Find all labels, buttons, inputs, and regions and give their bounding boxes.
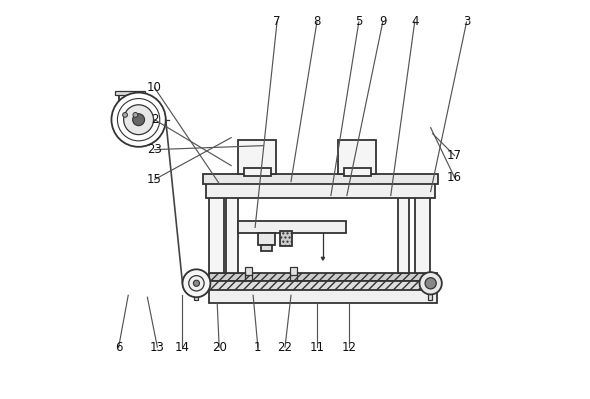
Text: 5: 5 <box>355 16 362 28</box>
Bar <box>238 221 346 233</box>
Text: 16: 16 <box>447 171 462 184</box>
Bar <box>127 110 132 114</box>
Text: 1: 1 <box>254 341 261 354</box>
Bar <box>203 174 438 184</box>
Circle shape <box>133 113 138 117</box>
Bar <box>258 233 275 245</box>
Text: 15: 15 <box>147 173 162 186</box>
Circle shape <box>112 93 166 147</box>
Bar <box>398 196 409 273</box>
Text: 6: 6 <box>115 341 122 354</box>
Bar <box>338 140 376 174</box>
Circle shape <box>419 272 442 294</box>
Polygon shape <box>322 257 324 260</box>
Bar <box>227 196 238 273</box>
Text: 3: 3 <box>463 16 470 28</box>
Bar <box>209 281 437 290</box>
Bar <box>195 292 198 300</box>
Bar <box>290 267 297 275</box>
Bar <box>244 168 271 176</box>
Bar <box>209 196 224 273</box>
Text: 11: 11 <box>309 341 325 354</box>
Text: 4: 4 <box>411 16 418 28</box>
Text: 14: 14 <box>175 341 190 354</box>
Text: 23: 23 <box>147 143 162 156</box>
Text: 22: 22 <box>277 341 293 354</box>
Text: 10: 10 <box>147 81 162 94</box>
Bar <box>415 196 430 273</box>
Circle shape <box>189 276 204 291</box>
Text: 8: 8 <box>313 16 320 28</box>
Text: 20: 20 <box>212 341 227 354</box>
Bar <box>206 182 435 198</box>
Bar <box>344 168 371 176</box>
Text: 7: 7 <box>273 16 281 28</box>
Bar <box>428 292 432 300</box>
Bar <box>116 91 145 95</box>
Bar <box>119 94 142 112</box>
Bar <box>280 231 292 246</box>
Text: 13: 13 <box>150 341 165 354</box>
Circle shape <box>194 280 199 286</box>
Text: 12: 12 <box>342 341 356 354</box>
Circle shape <box>182 269 211 297</box>
Bar <box>238 140 276 174</box>
Text: 2: 2 <box>151 113 158 126</box>
Bar <box>209 273 437 281</box>
Circle shape <box>133 114 145 126</box>
Text: 17: 17 <box>447 149 462 162</box>
Circle shape <box>124 105 153 134</box>
Text: 9: 9 <box>379 16 386 28</box>
Bar <box>209 285 437 303</box>
Circle shape <box>123 113 127 117</box>
Circle shape <box>425 278 436 289</box>
Bar <box>245 267 253 275</box>
Bar <box>261 245 272 251</box>
